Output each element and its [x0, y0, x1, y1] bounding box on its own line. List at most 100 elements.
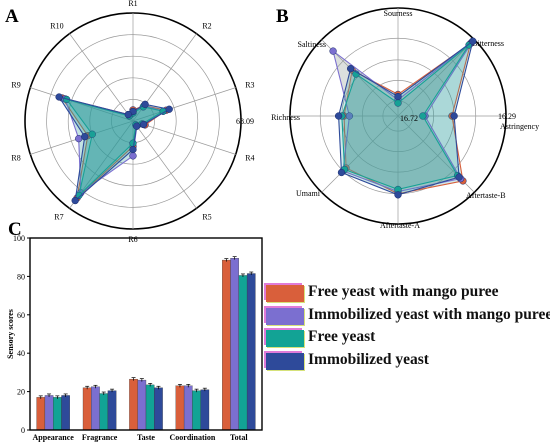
bar-Fragrance-series-3 — [99, 393, 109, 431]
radar-b-point-4-Umami — [337, 168, 346, 177]
radar-a-point-2-R8 — [75, 134, 83, 143]
bar-Taste-series-4 — [154, 387, 163, 431]
radar-b-point-4-Richness — [334, 112, 343, 120]
bar-Taste-series-1 — [129, 378, 138, 431]
bar-y-tick-label-100: 100 — [13, 234, 25, 243]
bar-y-tick-label-0: 0 — [21, 426, 25, 435]
radar-b-point-4-Aftertaste-A — [394, 191, 402, 199]
legend-swatch-3 — [266, 330, 304, 347]
bar-plot-frame — [29, 237, 263, 431]
radar-a-axis-label-R6: R6 — [128, 235, 137, 244]
legend-swatch-2 — [266, 307, 304, 325]
radar-a-axis-label-R5: R5 — [202, 212, 211, 221]
radar-b-point-4-Saltiness — [347, 65, 355, 73]
bar-x-tick-label-Taste: Taste — [137, 433, 155, 442]
panel-label-c: C — [8, 219, 22, 240]
radar-b-point-4-Sourness — [394, 92, 402, 101]
radar-a-series-4 — [57, 96, 171, 202]
radar-b-axis-label-Umami: Umami — [296, 189, 321, 198]
radar-a-point-4-R4 — [139, 120, 148, 129]
bar-Total-series-1 — [222, 259, 231, 431]
legend-label-2: Immobilized yeast with mango puree — [308, 305, 550, 323]
radar-a-axis-label-R1: R1 — [128, 0, 137, 8]
radar-a-spoke-R5 — [132, 120, 197, 209]
radar-b-axis-label-Aftertaste-B: Aftertaste-B — [466, 191, 506, 200]
radar-b-point-2-Saltiness — [329, 47, 337, 55]
bar-Appearance-series-3 — [53, 397, 62, 431]
bar-y-axis-label: Sensory scores — [6, 309, 15, 359]
radar-b-scale-min-label: 16.72 — [400, 114, 418, 123]
legend-item-1: Free yeast with mango puree — [266, 282, 550, 304]
radar-b-scale-max-label: 16.29 — [498, 112, 516, 121]
radar-b-point-2-Richness — [345, 112, 354, 120]
bar-y-tick-label-20: 20 — [17, 388, 25, 397]
bar-Appearance-series-1 — [36, 397, 46, 431]
bar-Appearance-series-2 — [44, 395, 54, 431]
bar-Taste-series-3 — [145, 384, 155, 431]
bar-Coordination-series-1 — [175, 385, 185, 431]
bar-Fragrance-series-4 — [107, 390, 117, 431]
bar-Total-series-3 — [238, 275, 248, 431]
legend-item-2: Immobilized yeast with mango puree — [266, 305, 550, 327]
bar-x-tick-label-Total: Total — [230, 433, 248, 442]
radar-a-scale-label: 68.09 — [236, 117, 254, 126]
radar-a-point-4-R2 — [141, 100, 149, 108]
radar-a-point-4-R6 — [129, 145, 137, 154]
radar-b-point-3-Astringency — [419, 112, 427, 120]
radar-a-spoke-R10 — [69, 33, 134, 122]
legend-label-3: Free yeast — [308, 328, 376, 345]
radar-a-axis-label-R3: R3 — [245, 81, 254, 90]
radar-a-point-4-R7 — [71, 196, 79, 205]
legend-swatch-4 — [266, 352, 304, 370]
bar-Total-series-4 — [246, 273, 256, 431]
radar-a-axis-label-R2: R2 — [202, 22, 211, 31]
panel-label-a: A — [5, 6, 19, 27]
legend-item-3: Free yeast — [266, 327, 550, 349]
bar-y-tick-label-40: 40 — [17, 349, 25, 358]
radar-a-point-4-R3 — [165, 105, 173, 113]
radar-b-spoke-Bitterness — [397, 39, 475, 117]
bar-Coordination-series-2 — [183, 385, 193, 431]
bar-y-tick-label-80: 80 — [17, 272, 25, 281]
bar-Fragrance-series-2 — [91, 386, 100, 431]
radar-b-point-4-Bitterness — [469, 37, 477, 45]
legend-item-4: Immobilized yeast — [266, 350, 550, 372]
radar-b-point-4-Astringency — [450, 112, 458, 120]
radar-b-axis-label-Astringency: Astringency — [500, 122, 539, 131]
radar-a-point-4-R8 — [81, 133, 89, 141]
radar-a-axis-label-R4: R4 — [245, 153, 254, 162]
panel-label-b: B — [276, 6, 289, 27]
bar-Total-series-2 — [230, 258, 239, 431]
radar-a-axis-label-R7: R7 — [54, 212, 63, 221]
radar-a-point-4-R10 — [124, 110, 132, 119]
radar-b-point-4-Aftertaste-B — [455, 173, 463, 181]
bar-Appearance-series-4 — [61, 395, 70, 431]
bar-chart-c: 0 20 40 60 80 100 Sensory scores Appearance Frag… — [6, 234, 263, 442]
radar-a-spoke-R3 — [132, 87, 236, 122]
bar-x-tick-label-Fragrance: Fragrance — [82, 433, 118, 442]
bar-legend: Free yeast with mango puree Immobilized … — [266, 282, 550, 372]
radar-chart-b: Sourness Bitterness Astringency Aftertaste-… — [271, 7, 539, 230]
radar-b-axis-label-Bitterness: Bitterness — [472, 39, 504, 48]
bar-Taste-series-2 — [137, 379, 147, 431]
bar-x-tick-label-Appearance: Appearance — [33, 433, 75, 442]
radar-b-axis-label-Aftertaste-A: Aftertaste-A — [380, 221, 420, 230]
legend-label-4: Immobilized yeast — [308, 350, 429, 368]
radar-a-point-4-R9 — [55, 93, 63, 101]
radar-a-point-4-R5 — [133, 122, 141, 130]
radar-a-point-2-R6 — [129, 152, 137, 160]
radar-chart-a: R1 R2 R3 R4 R5 R6 R7 R8 R9 R10 68.09 — [11, 0, 254, 244]
radar-a-axis-label-R8: R8 — [11, 153, 20, 162]
radar-b-axis-label-Richness: Richness — [271, 113, 300, 122]
legend-swatch-1 — [266, 285, 304, 302]
bar-Coordination-series-3 — [192, 390, 201, 431]
bar-Coordination-series-4 — [200, 389, 210, 431]
radar-a-axis-label-R10: R10 — [50, 22, 63, 31]
bar-x-tick-label-Coordination: Coordination — [170, 433, 216, 442]
radar-a-axis-label-R9: R9 — [11, 81, 20, 90]
radar-b-axis-label-Saltiness: Saltiness — [298, 40, 326, 49]
legend-label-1: Free yeast with mango puree — [308, 283, 499, 300]
bar-Fragrance-series-1 — [82, 387, 92, 431]
radar-b-spoke-Umami — [321, 115, 399, 193]
